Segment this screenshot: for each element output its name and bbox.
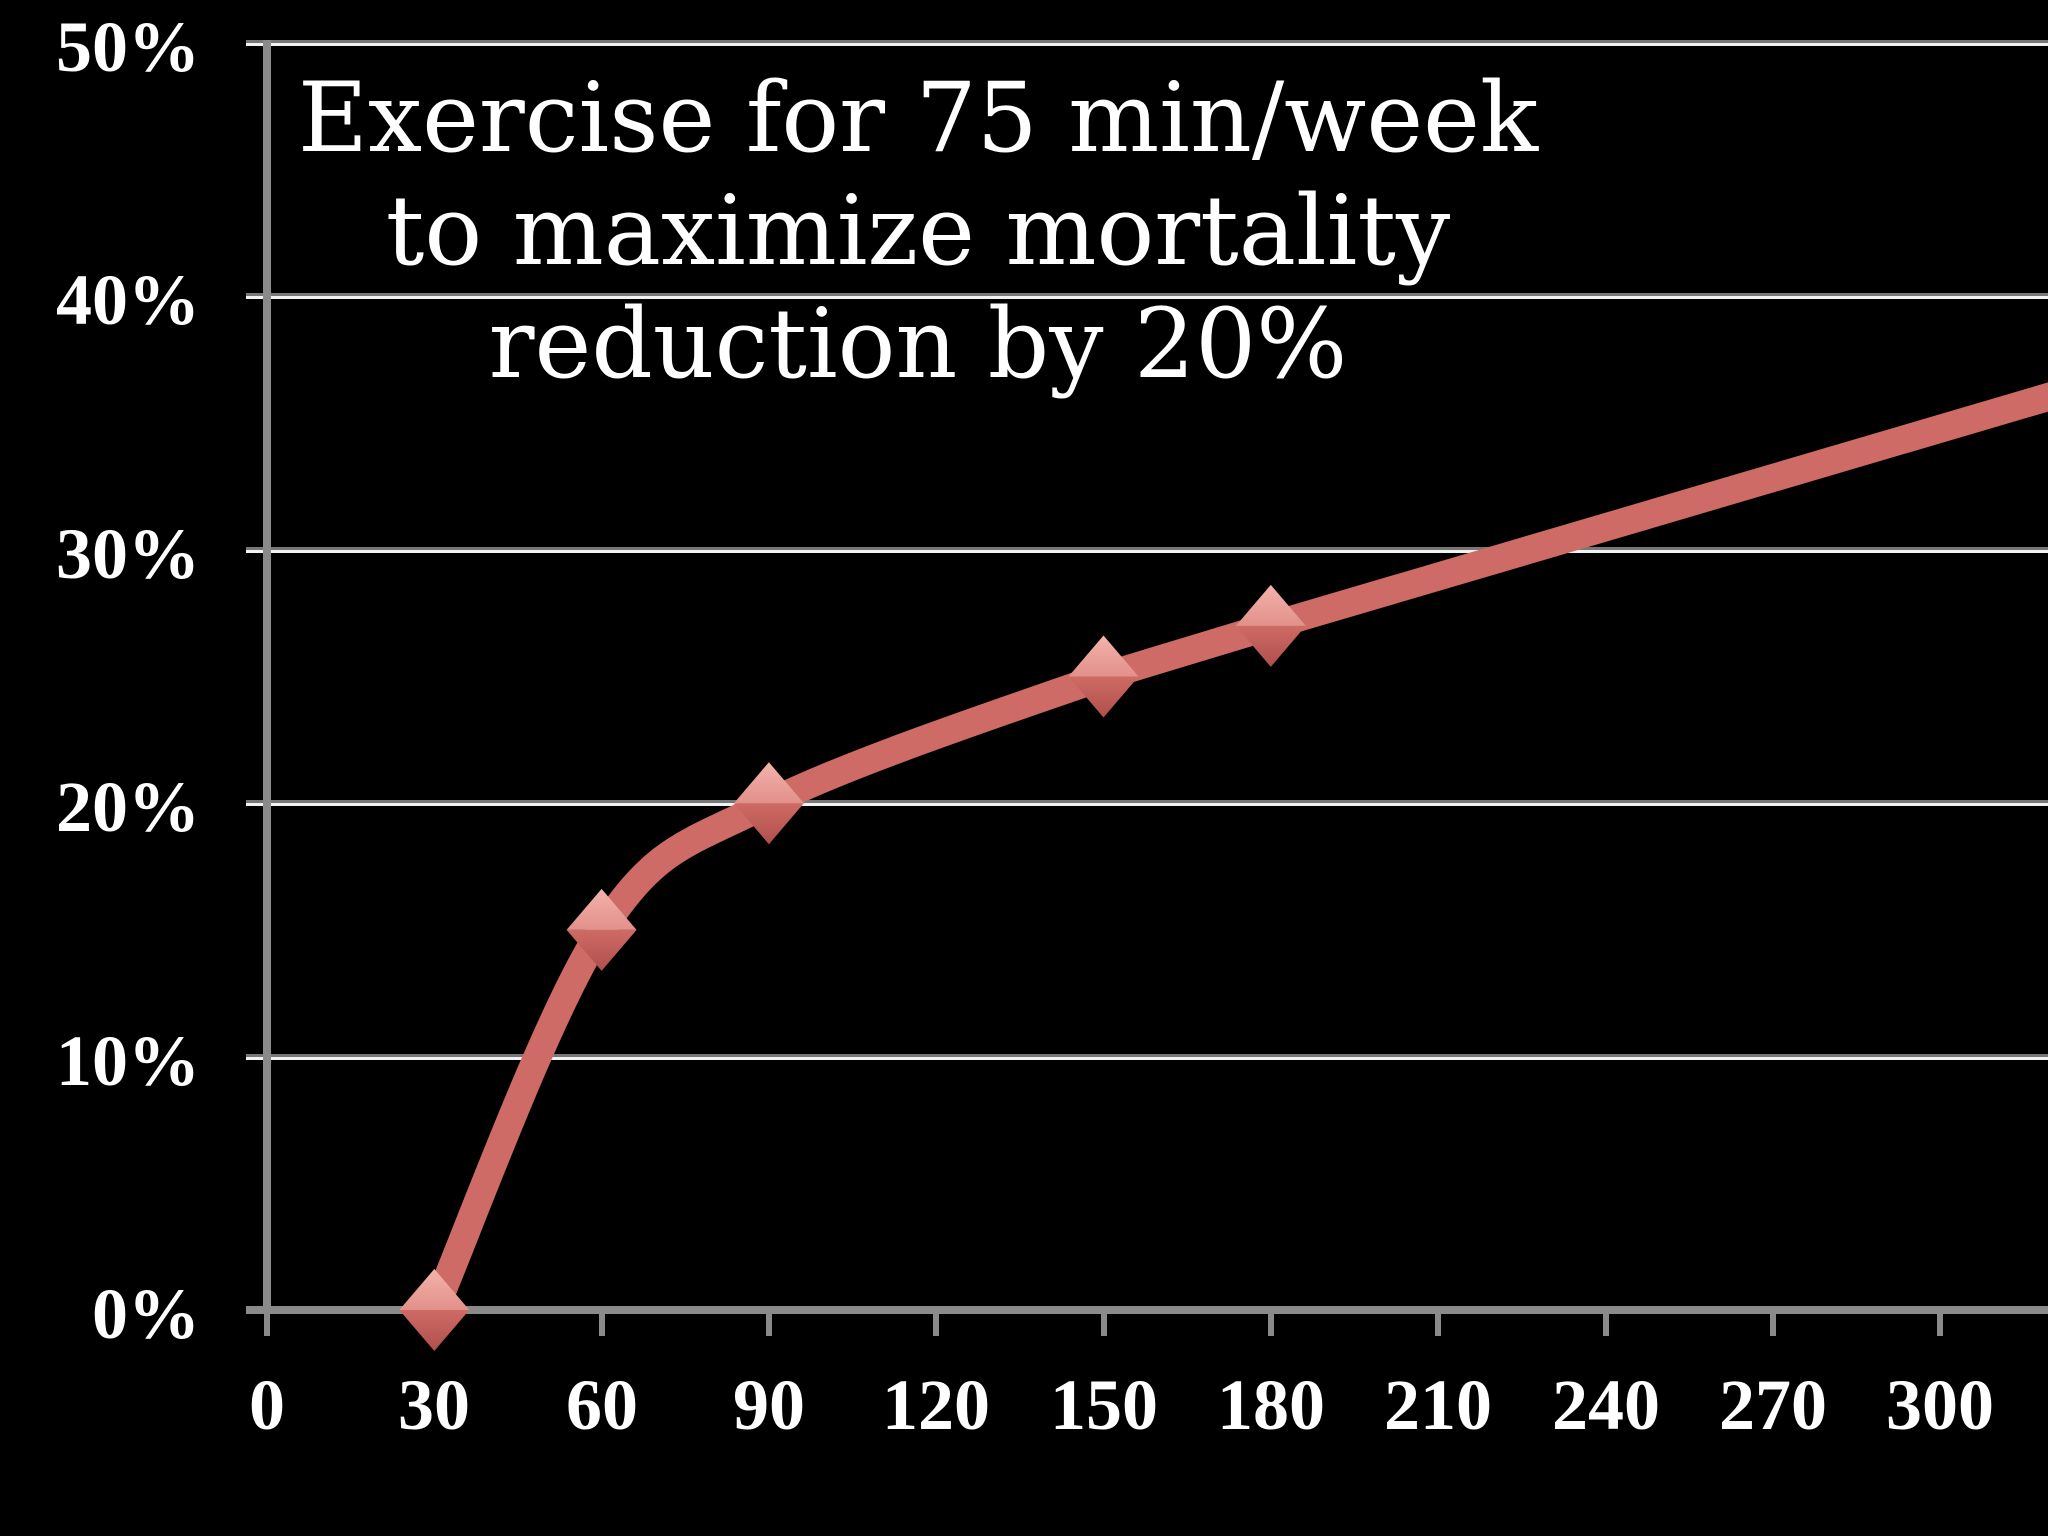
- gridline-20: [246, 800, 2048, 806]
- data-point-marker-90: [733, 762, 804, 845]
- y-tick-label: 40%: [56, 260, 200, 340]
- y-tick-label: 10%: [56, 1021, 200, 1101]
- x-tick-mark: [1770, 1314, 1776, 1336]
- y-tick-label: 50%: [56, 7, 200, 87]
- x-tick-mark: [933, 1314, 939, 1336]
- x-axis-line: [246, 1306, 2048, 1314]
- x-tick-mark: [264, 1314, 270, 1336]
- chart-title-line-1: Exercise for 75 min/week: [297, 62, 1539, 174]
- x-tick-label: 300: [1886, 1365, 1994, 1445]
- x-tick-label: 0: [249, 1365, 285, 1445]
- y-tick-label: 20%: [56, 767, 200, 847]
- gridline-30: [246, 547, 2048, 553]
- series-markers: [399, 584, 1306, 1351]
- x-tick-label: 180: [1217, 1365, 1325, 1445]
- chart-title: Exercise for 75 min/week to maximize mor…: [298, 62, 1538, 401]
- x-tick-mark: [766, 1314, 772, 1336]
- x-tick-label: 120: [882, 1365, 990, 1445]
- data-point-marker-150: [1068, 635, 1139, 718]
- chart-title-line-2: to maximize mortality: [385, 175, 1451, 287]
- x-tick-mark: [1101, 1314, 1107, 1336]
- y-axis-line: [263, 40, 271, 1314]
- gridline-10: [246, 1054, 2048, 1060]
- data-point-marker-180: [1235, 584, 1306, 667]
- x-tick-label: 60: [566, 1365, 638, 1445]
- gridline-40: [246, 293, 2048, 299]
- x-tick-mark: [1603, 1314, 1609, 1336]
- series-line: [420, 382, 2048, 1324]
- y-tick-label: 30%: [56, 514, 200, 594]
- x-tick-label: 90: [733, 1365, 805, 1445]
- x-tick-mark: [1435, 1314, 1441, 1336]
- x-tick-mark: [1268, 1314, 1274, 1336]
- chart-title-line-3: reduction by 20%: [488, 288, 1348, 400]
- x-tick-label: 210: [1384, 1365, 1492, 1445]
- data-point-marker-60: [566, 888, 637, 971]
- x-tick-mark: [599, 1314, 605, 1336]
- gridline-50: [246, 40, 2048, 46]
- x-tick-mark: [1937, 1314, 1943, 1336]
- x-tick-label: 270: [1719, 1365, 1827, 1445]
- x-tick-label: 30: [398, 1365, 470, 1445]
- x-tick-label: 240: [1552, 1365, 1660, 1445]
- x-tick-label: 150: [1050, 1365, 1158, 1445]
- data-point-marker-30: [399, 1269, 470, 1351]
- y-tick-label: 0%: [92, 1274, 200, 1354]
